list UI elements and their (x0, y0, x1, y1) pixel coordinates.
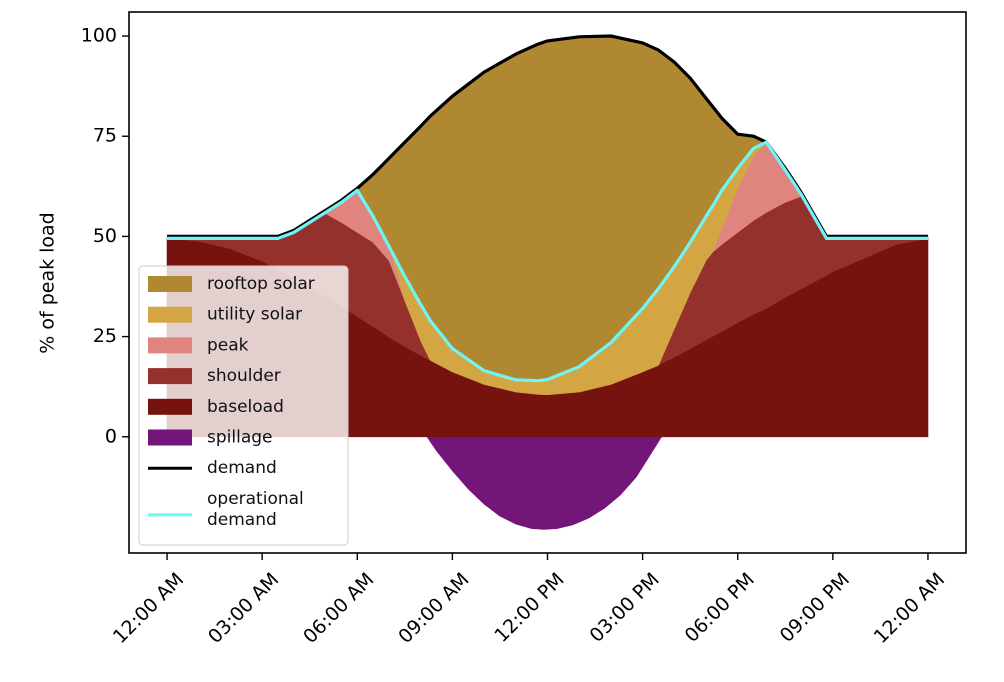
legend-swatch (148, 276, 192, 292)
y-tick-label: 100 (81, 25, 117, 47)
x-tick-label: 09:00 PM (776, 569, 854, 647)
legend-label: rooftop solar (207, 274, 315, 294)
legend-item: baseload (148, 397, 284, 417)
legend-item: utility solar (148, 305, 302, 325)
legend-swatch (148, 368, 192, 385)
legend-swatch (148, 429, 192, 446)
y-axis-label: % of peak load (37, 212, 59, 354)
legend-box (138, 265, 349, 546)
legend-label: peak (207, 335, 249, 355)
legend-label: spillage (207, 428, 273, 448)
plot-lines (167, 34, 928, 383)
y-axis: 0 25 50 75 100 (81, 25, 129, 447)
area-spillage (426, 436, 663, 530)
y-tick-label: 0 (105, 425, 117, 447)
legend-item: shoulder (148, 366, 281, 386)
legend-label: operational demand (207, 489, 304, 530)
legend-item: operational demand (148, 489, 304, 530)
x-tick-label: 09:00 AM (394, 569, 473, 648)
y-tick-label: 25 (93, 325, 117, 347)
legend-swatch (148, 306, 192, 323)
legend-swatch (148, 337, 192, 354)
x-tick-label: 12:00 PM (490, 569, 568, 647)
legend-label: shoulder (207, 366, 281, 386)
x-tick-label: 06:00 PM (681, 569, 759, 647)
legend: rooftop solar utility solar peak shoulder ba… (138, 265, 349, 546)
legend-label: demand (207, 458, 277, 478)
x-tick-label: 03:00 PM (586, 569, 664, 647)
x-axis: 12:00 AM 03:00 AM 06:00 AM 09:00 AM 12:00 PM… (109, 553, 949, 648)
legend-item: peak (148, 335, 249, 355)
legend-label: utility solar (207, 305, 302, 325)
x-tick-label: 12:00 AM (870, 569, 949, 648)
legend-item: rooftop solar (148, 274, 315, 294)
legend-item: spillage (148, 428, 273, 448)
legend-item: demand (148, 458, 277, 478)
legend-label: baseload (207, 397, 284, 417)
x-tick-label: 03:00 AM (204, 569, 283, 648)
x-tick-label: 12:00 AM (109, 569, 188, 648)
legend-swatch (148, 398, 192, 415)
line-operational-demand (167, 140, 928, 383)
x-tick-label: 06:00 AM (299, 569, 378, 648)
y-tick-label: 50 (93, 225, 117, 247)
y-tick-label: 75 (93, 125, 117, 147)
